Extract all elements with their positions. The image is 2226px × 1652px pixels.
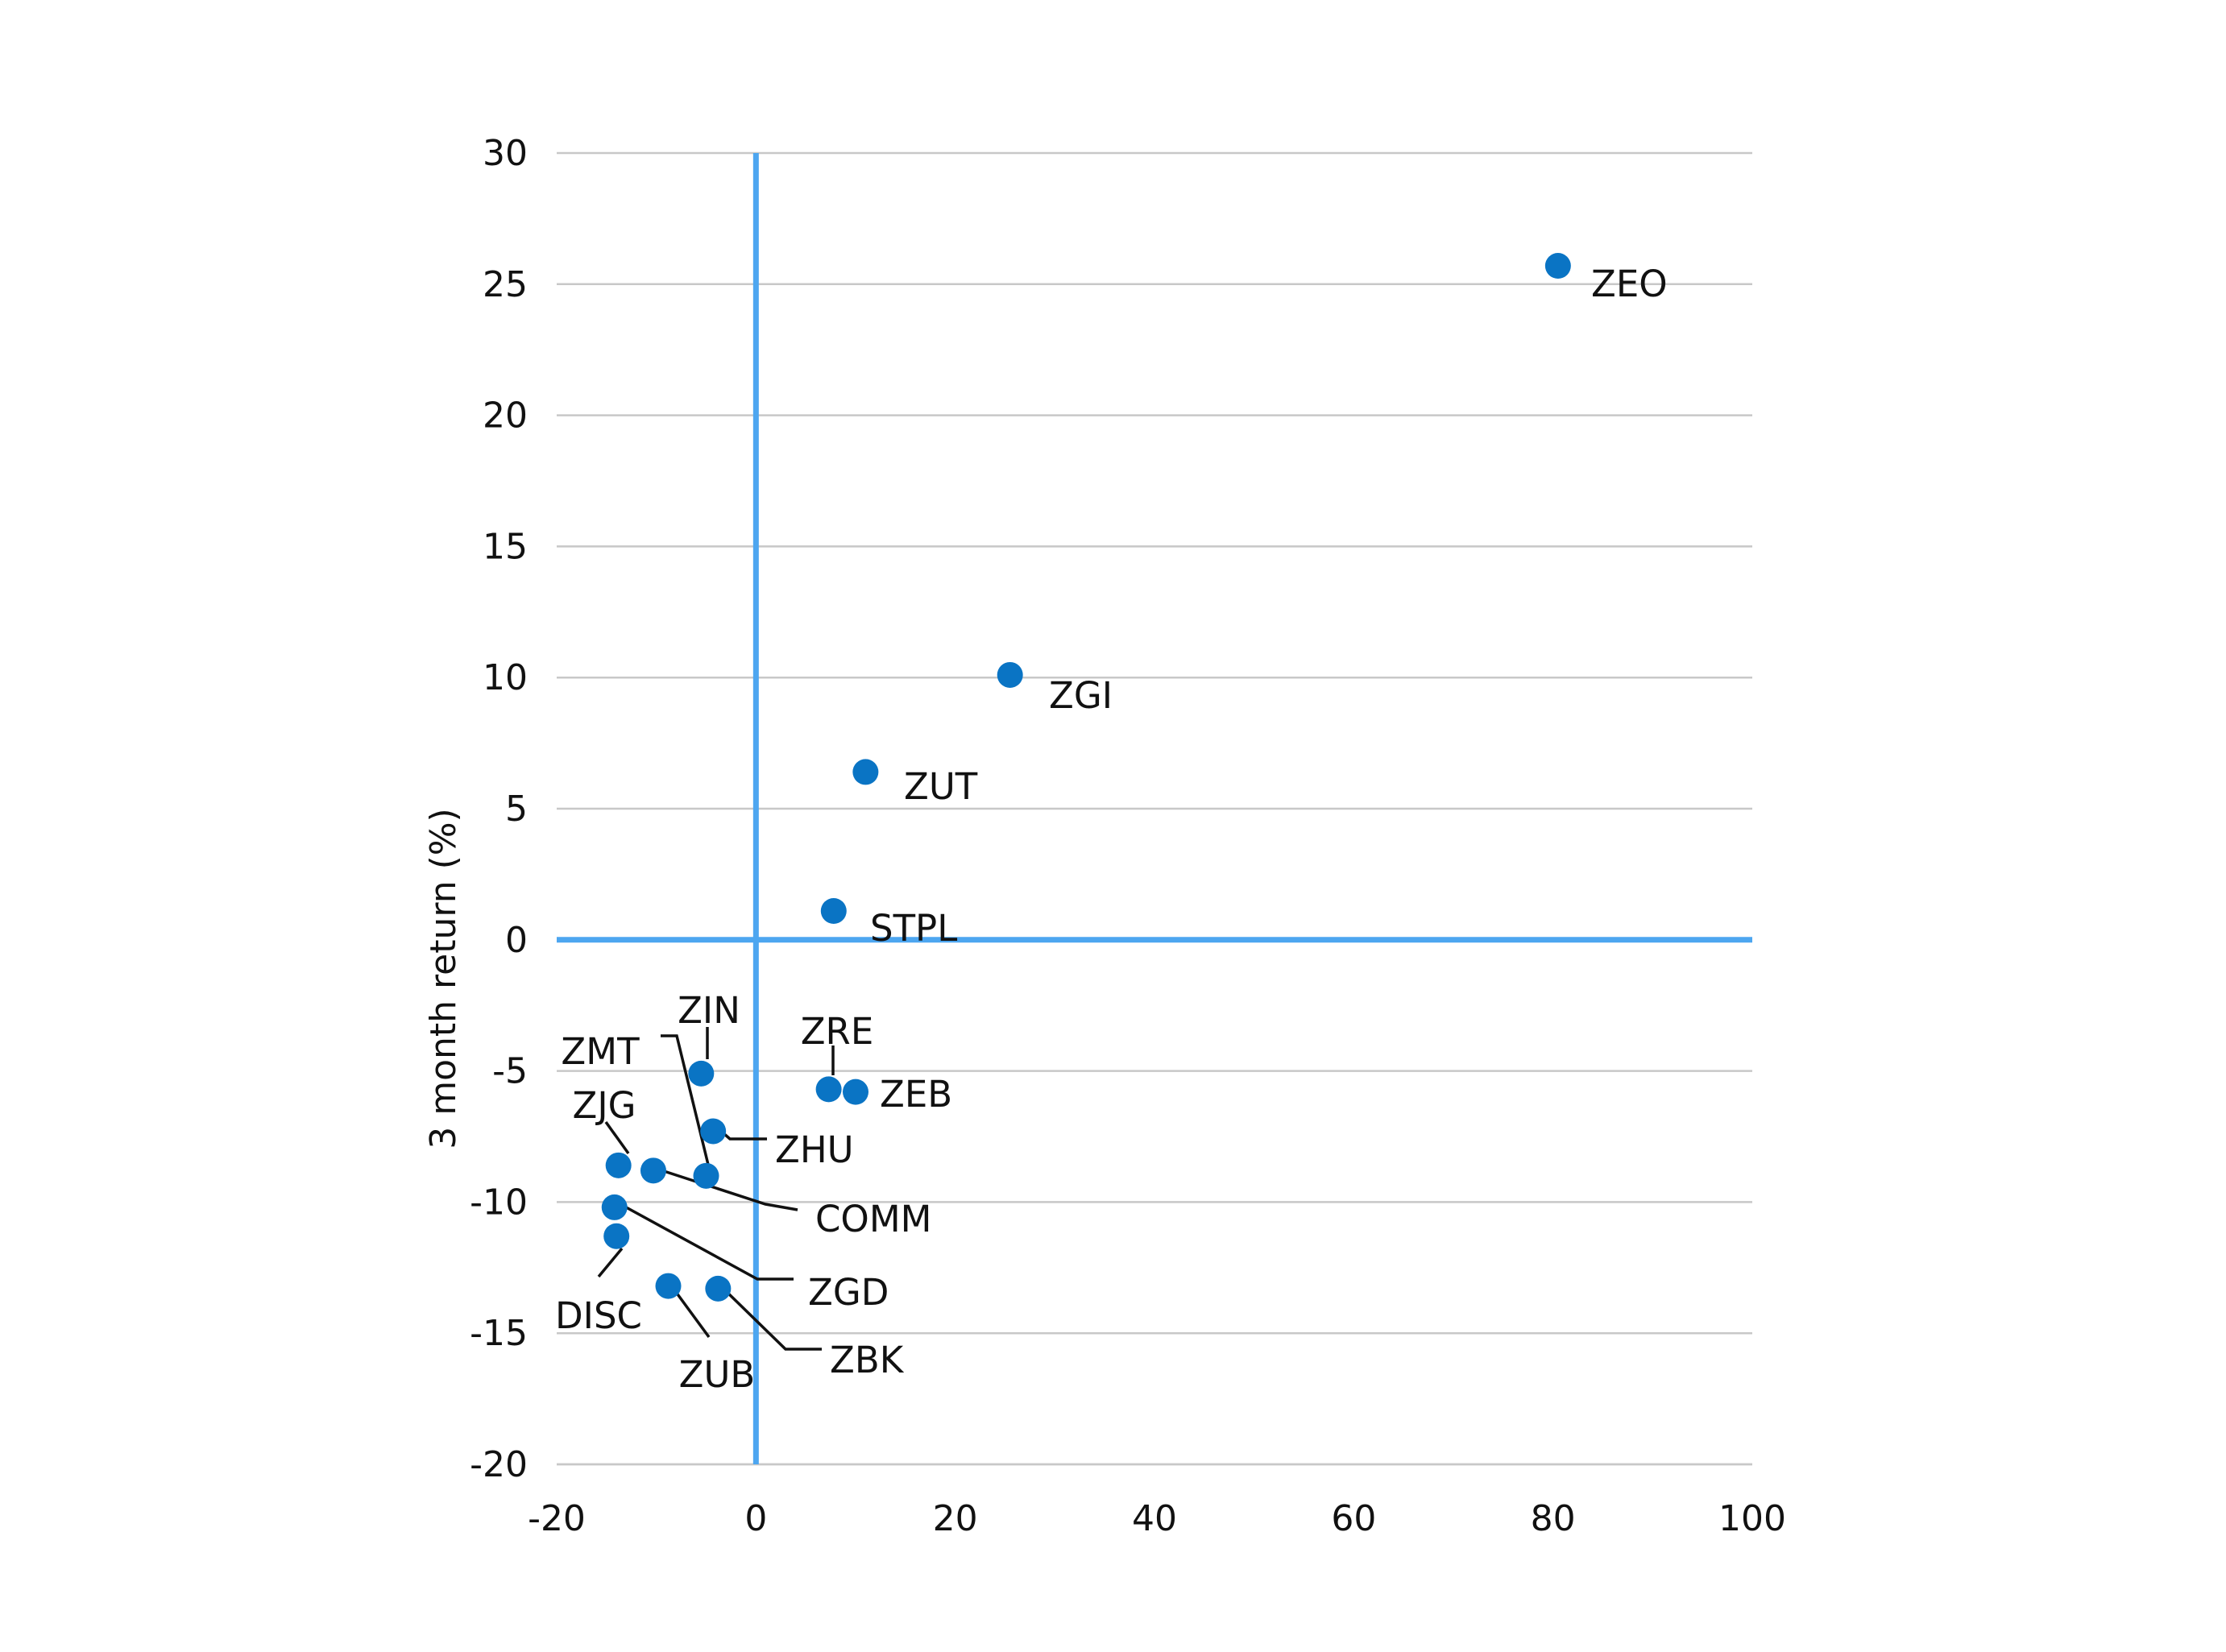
point-label-zhu: ZHU bbox=[775, 1128, 854, 1171]
x-tick-label: 60 bbox=[1331, 1498, 1376, 1539]
leader-line-zgd bbox=[620, 1203, 794, 1281]
y-tick-label: 5 bbox=[505, 789, 528, 830]
point-label-zeo: ZEO bbox=[1591, 263, 1668, 305]
leader-lines bbox=[597, 1027, 835, 1351]
point-label-zut: ZUT bbox=[904, 765, 978, 808]
x-tick-label: 40 bbox=[1132, 1498, 1177, 1539]
data-points bbox=[601, 253, 1571, 1302]
point-zeo bbox=[1544, 253, 1571, 279]
point-stpl bbox=[820, 897, 847, 924]
x-tick-label: 20 bbox=[933, 1498, 978, 1539]
point-label-disc: DISC bbox=[555, 1294, 642, 1337]
leader-line-zmt bbox=[661, 1034, 711, 1169]
point-zut bbox=[852, 759, 879, 785]
y-tick-label: -10 bbox=[470, 1182, 528, 1223]
point-zgd bbox=[601, 1194, 628, 1220]
y-tick-label: 10 bbox=[483, 657, 528, 698]
leader-line-zbk bbox=[720, 1286, 822, 1351]
y-tick-label: 25 bbox=[483, 264, 528, 305]
x-tick-label: 0 bbox=[744, 1498, 767, 1539]
point-comm bbox=[640, 1157, 666, 1184]
point-label-zub: ZUB bbox=[679, 1353, 756, 1396]
point-zgi bbox=[997, 661, 1023, 688]
y-tick-label: 0 bbox=[505, 920, 528, 961]
point-label-comm: COMM bbox=[815, 1198, 932, 1240]
y-tick-label: 20 bbox=[483, 395, 528, 437]
point-label-zmt: ZMT bbox=[561, 1030, 640, 1073]
leader-line-comm bbox=[658, 1168, 798, 1211]
y-axis-title: 3 month return (%) bbox=[423, 808, 464, 1149]
x-axis-ticks: -20 0 20 40 60 80 100 bbox=[528, 1498, 1786, 1539]
leader-line-zub bbox=[672, 1287, 711, 1339]
point-zeb bbox=[843, 1079, 868, 1105]
point-zin bbox=[688, 1060, 715, 1087]
y-tick-label: -5 bbox=[492, 1051, 528, 1092]
y-tick-label: -20 bbox=[470, 1444, 528, 1485]
point-zre bbox=[815, 1076, 842, 1103]
point-label-zre: ZRE bbox=[801, 1010, 874, 1053]
point-label-stpl: STPL bbox=[870, 907, 957, 950]
point-label-zin: ZIN bbox=[678, 989, 740, 1032]
leader-line-zjg bbox=[604, 1120, 630, 1155]
y-tick-label: 15 bbox=[483, 526, 528, 567]
zero-lines bbox=[557, 153, 1752, 1464]
x-tick-label: -20 bbox=[528, 1498, 586, 1539]
x-tick-label: 80 bbox=[1531, 1498, 1576, 1539]
point-label-zgd: ZGD bbox=[808, 1271, 889, 1314]
point-label-zeb: ZEB bbox=[880, 1073, 952, 1116]
y-tick-label: 30 bbox=[483, 133, 528, 174]
point-zbk bbox=[705, 1275, 732, 1302]
point-zhu bbox=[700, 1118, 727, 1145]
y-tick-label: -15 bbox=[470, 1313, 528, 1354]
x-tick-label: 100 bbox=[1718, 1498, 1786, 1539]
leader-line-disc bbox=[597, 1247, 624, 1278]
point-label-zjg: ZJG bbox=[573, 1084, 636, 1127]
point-zub bbox=[655, 1273, 682, 1299]
point-zmt bbox=[693, 1162, 719, 1189]
y-axis-ticks: 30 25 20 15 10 5 0 -5 -10 -15 -20 bbox=[470, 133, 528, 1485]
point-disc bbox=[603, 1223, 630, 1249]
point-label-zbk: ZBK bbox=[830, 1339, 905, 1381]
point-label-zgi: ZGI bbox=[1049, 674, 1113, 717]
point-zjg bbox=[605, 1152, 632, 1178]
